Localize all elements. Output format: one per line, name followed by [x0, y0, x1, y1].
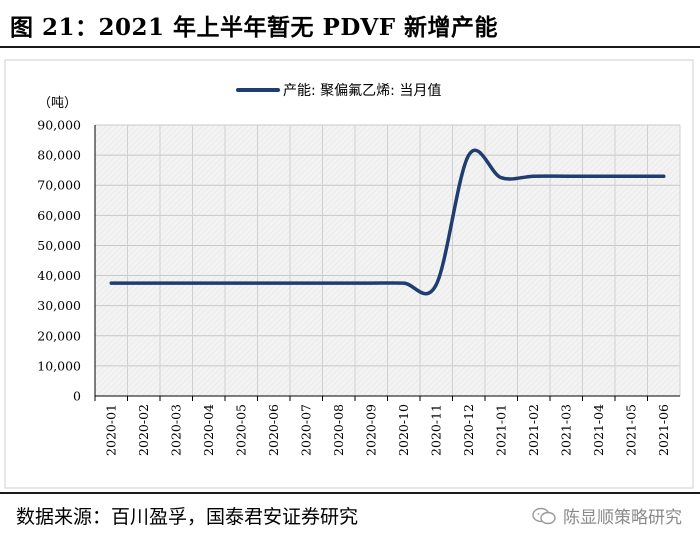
x-tick-label: 2021-02 [526, 404, 541, 456]
y-tick-label: 50,000 [37, 238, 81, 253]
x-tick-label: 2020-09 [363, 404, 378, 456]
chart-frame [4, 59, 694, 489]
series-layer [109, 148, 666, 296]
footer-divider [0, 492, 700, 494]
watermark: 陈显顺策略研究 [531, 503, 682, 528]
x-tick-label: 2020-10 [396, 404, 411, 456]
x-tick-label: 2021-04 [591, 404, 606, 456]
legend-label: 产能: 聚偏氟乙烯: 当月值 [283, 83, 441, 99]
y-tick-label: 60,000 [37, 208, 81, 223]
x-tick-label: 2020-12 [461, 404, 476, 456]
x-tick-label: 2021-03 [558, 404, 573, 456]
y-tick-label: 40,000 [37, 268, 81, 283]
x-tick-label: 2020-05 [233, 404, 248, 456]
source-note: 数据来源：百川盈孚，国泰君安证券研究 [16, 506, 359, 528]
x-tick-label: 2020-02 [136, 404, 151, 456]
title-divider [0, 46, 700, 48]
y-tick-label: 80,000 [37, 148, 81, 163]
y-tick-label: 70,000 [37, 178, 81, 193]
x-tick-label: 2020-06 [266, 404, 281, 456]
x-tick-label: 2020-03 [168, 404, 183, 456]
series-line [109, 148, 666, 296]
x-tick-label: 2021-06 [656, 404, 671, 456]
y-tick-label: 20,000 [37, 328, 81, 343]
line-chart: 0 10,000 20,000 30,000 40,000 50,000 60,000 70,… [4, 59, 694, 489]
y-tick-label: 30,000 [37, 298, 81, 313]
x-tick-label: 2020-11 [428, 404, 443, 456]
x-tick-label: 2021-01 [493, 404, 508, 456]
x-axis: 2020-01 2020-02 2020-03 2020-04 2020-05 2020-… [94, 395, 680, 456]
y-axis: 0 10,000 20,000 30,000 40,000 50,000 60,000 70,… [37, 118, 96, 404]
wechat-icon [532, 507, 556, 524]
x-tick-label: 2020-01 [103, 404, 118, 456]
y-tick-label: 90,000 [37, 118, 81, 133]
x-tick-label: 2020-08 [331, 404, 346, 456]
x-tick-label: 2021-05 [623, 404, 638, 456]
y-tick-label: 10,000 [37, 358, 81, 373]
watermark-text: 陈显顺策略研究 [563, 508, 682, 528]
y-tick-label: 0 [73, 389, 81, 404]
y-axis-unit-label: （吨） [38, 96, 77, 111]
x-tick-label: 2020-04 [201, 404, 216, 456]
figure-title: 图 21：2021 年上半年暂无 PDVF 新增产能 [10, 14, 499, 41]
x-tick-label: 2020-07 [298, 404, 313, 456]
legend: 产能: 聚偏氟乙烯: 当月值 [236, 83, 441, 99]
